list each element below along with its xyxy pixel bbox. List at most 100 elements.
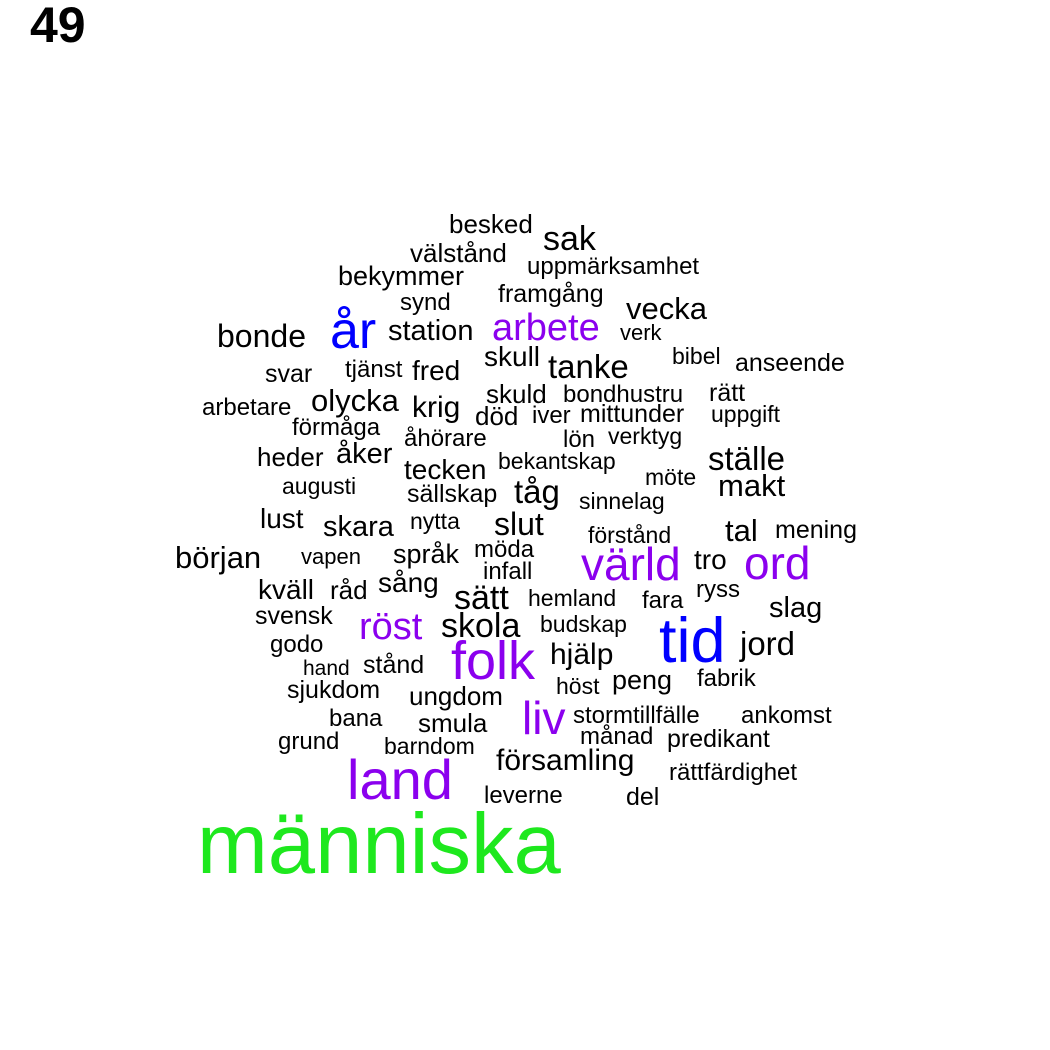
word-61: råd	[330, 575, 368, 605]
word-25: krig	[412, 391, 461, 424]
word-98: människa	[197, 797, 561, 892]
word-12: verk	[620, 320, 662, 345]
word-44: sinnelag	[579, 488, 665, 514]
word-31: åhörare	[404, 425, 487, 452]
word-36: bekantskap	[498, 448, 616, 474]
word-39: möte	[645, 464, 697, 490]
word-24: olycka	[311, 383, 399, 418]
word-53: vapen	[301, 544, 361, 569]
word-56: värld	[581, 538, 681, 590]
word-62: sång	[378, 567, 439, 598]
word-38: tecken	[404, 454, 487, 485]
word-73: godo	[270, 631, 324, 658]
word-57: tro	[694, 544, 727, 575]
word-27: iver	[532, 402, 571, 429]
word-20: skuld	[486, 379, 547, 409]
word-33: verktyg	[608, 423, 683, 449]
page-number: 49	[30, 0, 86, 53]
word-69: röst	[359, 606, 423, 648]
word-9: år	[330, 302, 377, 360]
word-46: nytta	[410, 508, 460, 534]
word-51: mening	[775, 516, 857, 544]
word-94: land	[347, 748, 453, 811]
word-81: höst	[556, 673, 600, 699]
word-79: peng	[612, 665, 673, 695]
word-49: förstånd	[588, 522, 672, 548]
word-75: folk	[451, 631, 536, 691]
word-22: rätt	[709, 379, 746, 407]
word-43: makt	[718, 468, 786, 503]
word-63: sätt	[454, 579, 509, 617]
word-58: ord	[744, 537, 811, 589]
word-85: stormtillfälle	[573, 702, 700, 729]
word-86: ankomst	[741, 702, 832, 729]
word-6: synd	[400, 289, 451, 316]
word-1: sak	[543, 220, 596, 258]
word-68: slag	[769, 592, 823, 624]
word-8: bonde	[217, 318, 306, 354]
word-80: fabrik	[697, 665, 756, 692]
word-0: besked	[449, 209, 533, 239]
word-96: leverne	[484, 782, 563, 809]
word-41: sällskap	[407, 480, 498, 508]
word-87: bana	[329, 705, 383, 732]
word-50: tal	[725, 513, 758, 548]
word-2: välstånd	[410, 238, 507, 268]
word-84: liv	[522, 692, 566, 744]
word-13: skull	[484, 341, 541, 372]
word-16: anseende	[735, 349, 845, 377]
word-5: framgång	[498, 280, 604, 308]
word-72: tid	[659, 606, 726, 676]
word-88: smula	[418, 708, 488, 738]
word-11: arbete	[492, 307, 600, 349]
word-48: skara	[323, 511, 394, 543]
word-40: augusti	[282, 473, 357, 499]
word-60: kväll	[258, 574, 315, 605]
word-89: månad	[580, 723, 654, 750]
word-10: station	[388, 315, 474, 347]
word-47: slut	[494, 506, 544, 542]
word-18: tjänst	[345, 356, 403, 383]
word-14: tanke	[548, 348, 629, 385]
word-82: sjukdom	[287, 676, 381, 704]
word-74: jord	[740, 625, 796, 662]
word-52: början	[175, 540, 262, 575]
word-59: infall	[483, 558, 533, 585]
word-37: ställe	[708, 440, 786, 477]
word-93: församling	[496, 744, 635, 777]
word-45: lust	[260, 503, 304, 534]
word-29: uppgift	[711, 401, 781, 427]
word-65: fara	[642, 587, 684, 614]
word-26: död	[475, 401, 519, 431]
word-28: mittunder	[580, 400, 685, 428]
word-71: budskap	[540, 611, 627, 637]
word-95: rättfärdighet	[669, 759, 798, 786]
word-32: lön	[563, 426, 596, 453]
word-97: del	[626, 783, 660, 811]
word-76: hjälp	[550, 638, 614, 671]
word-34: heder	[257, 442, 324, 472]
word-67: svensk	[255, 602, 333, 630]
word-64: hemland	[528, 585, 617, 611]
word-78: stånd	[363, 651, 425, 679]
word-30: förmåga	[292, 414, 381, 441]
word-55: möda	[474, 536, 535, 563]
word-70: skola	[441, 607, 521, 645]
word-92: barndom	[384, 733, 475, 759]
word-21: bondhustru	[563, 381, 684, 408]
word-35: åker	[336, 438, 393, 470]
word-83: ungdom	[409, 681, 503, 711]
word-17: svar	[265, 360, 313, 388]
word-7: vecka	[626, 291, 707, 326]
word-4: bekymmer	[338, 261, 465, 291]
word-90: predikant	[667, 725, 770, 753]
word-91: grund	[278, 728, 340, 755]
word-15: bibel	[672, 343, 721, 369]
word-19: fred	[412, 355, 461, 386]
word-42: tåg	[514, 473, 560, 510]
word-54: språk	[393, 539, 460, 569]
word-77: hand	[303, 657, 350, 680]
word-23: arbetare	[202, 394, 292, 421]
word-3: uppmärksamhet	[527, 253, 700, 280]
